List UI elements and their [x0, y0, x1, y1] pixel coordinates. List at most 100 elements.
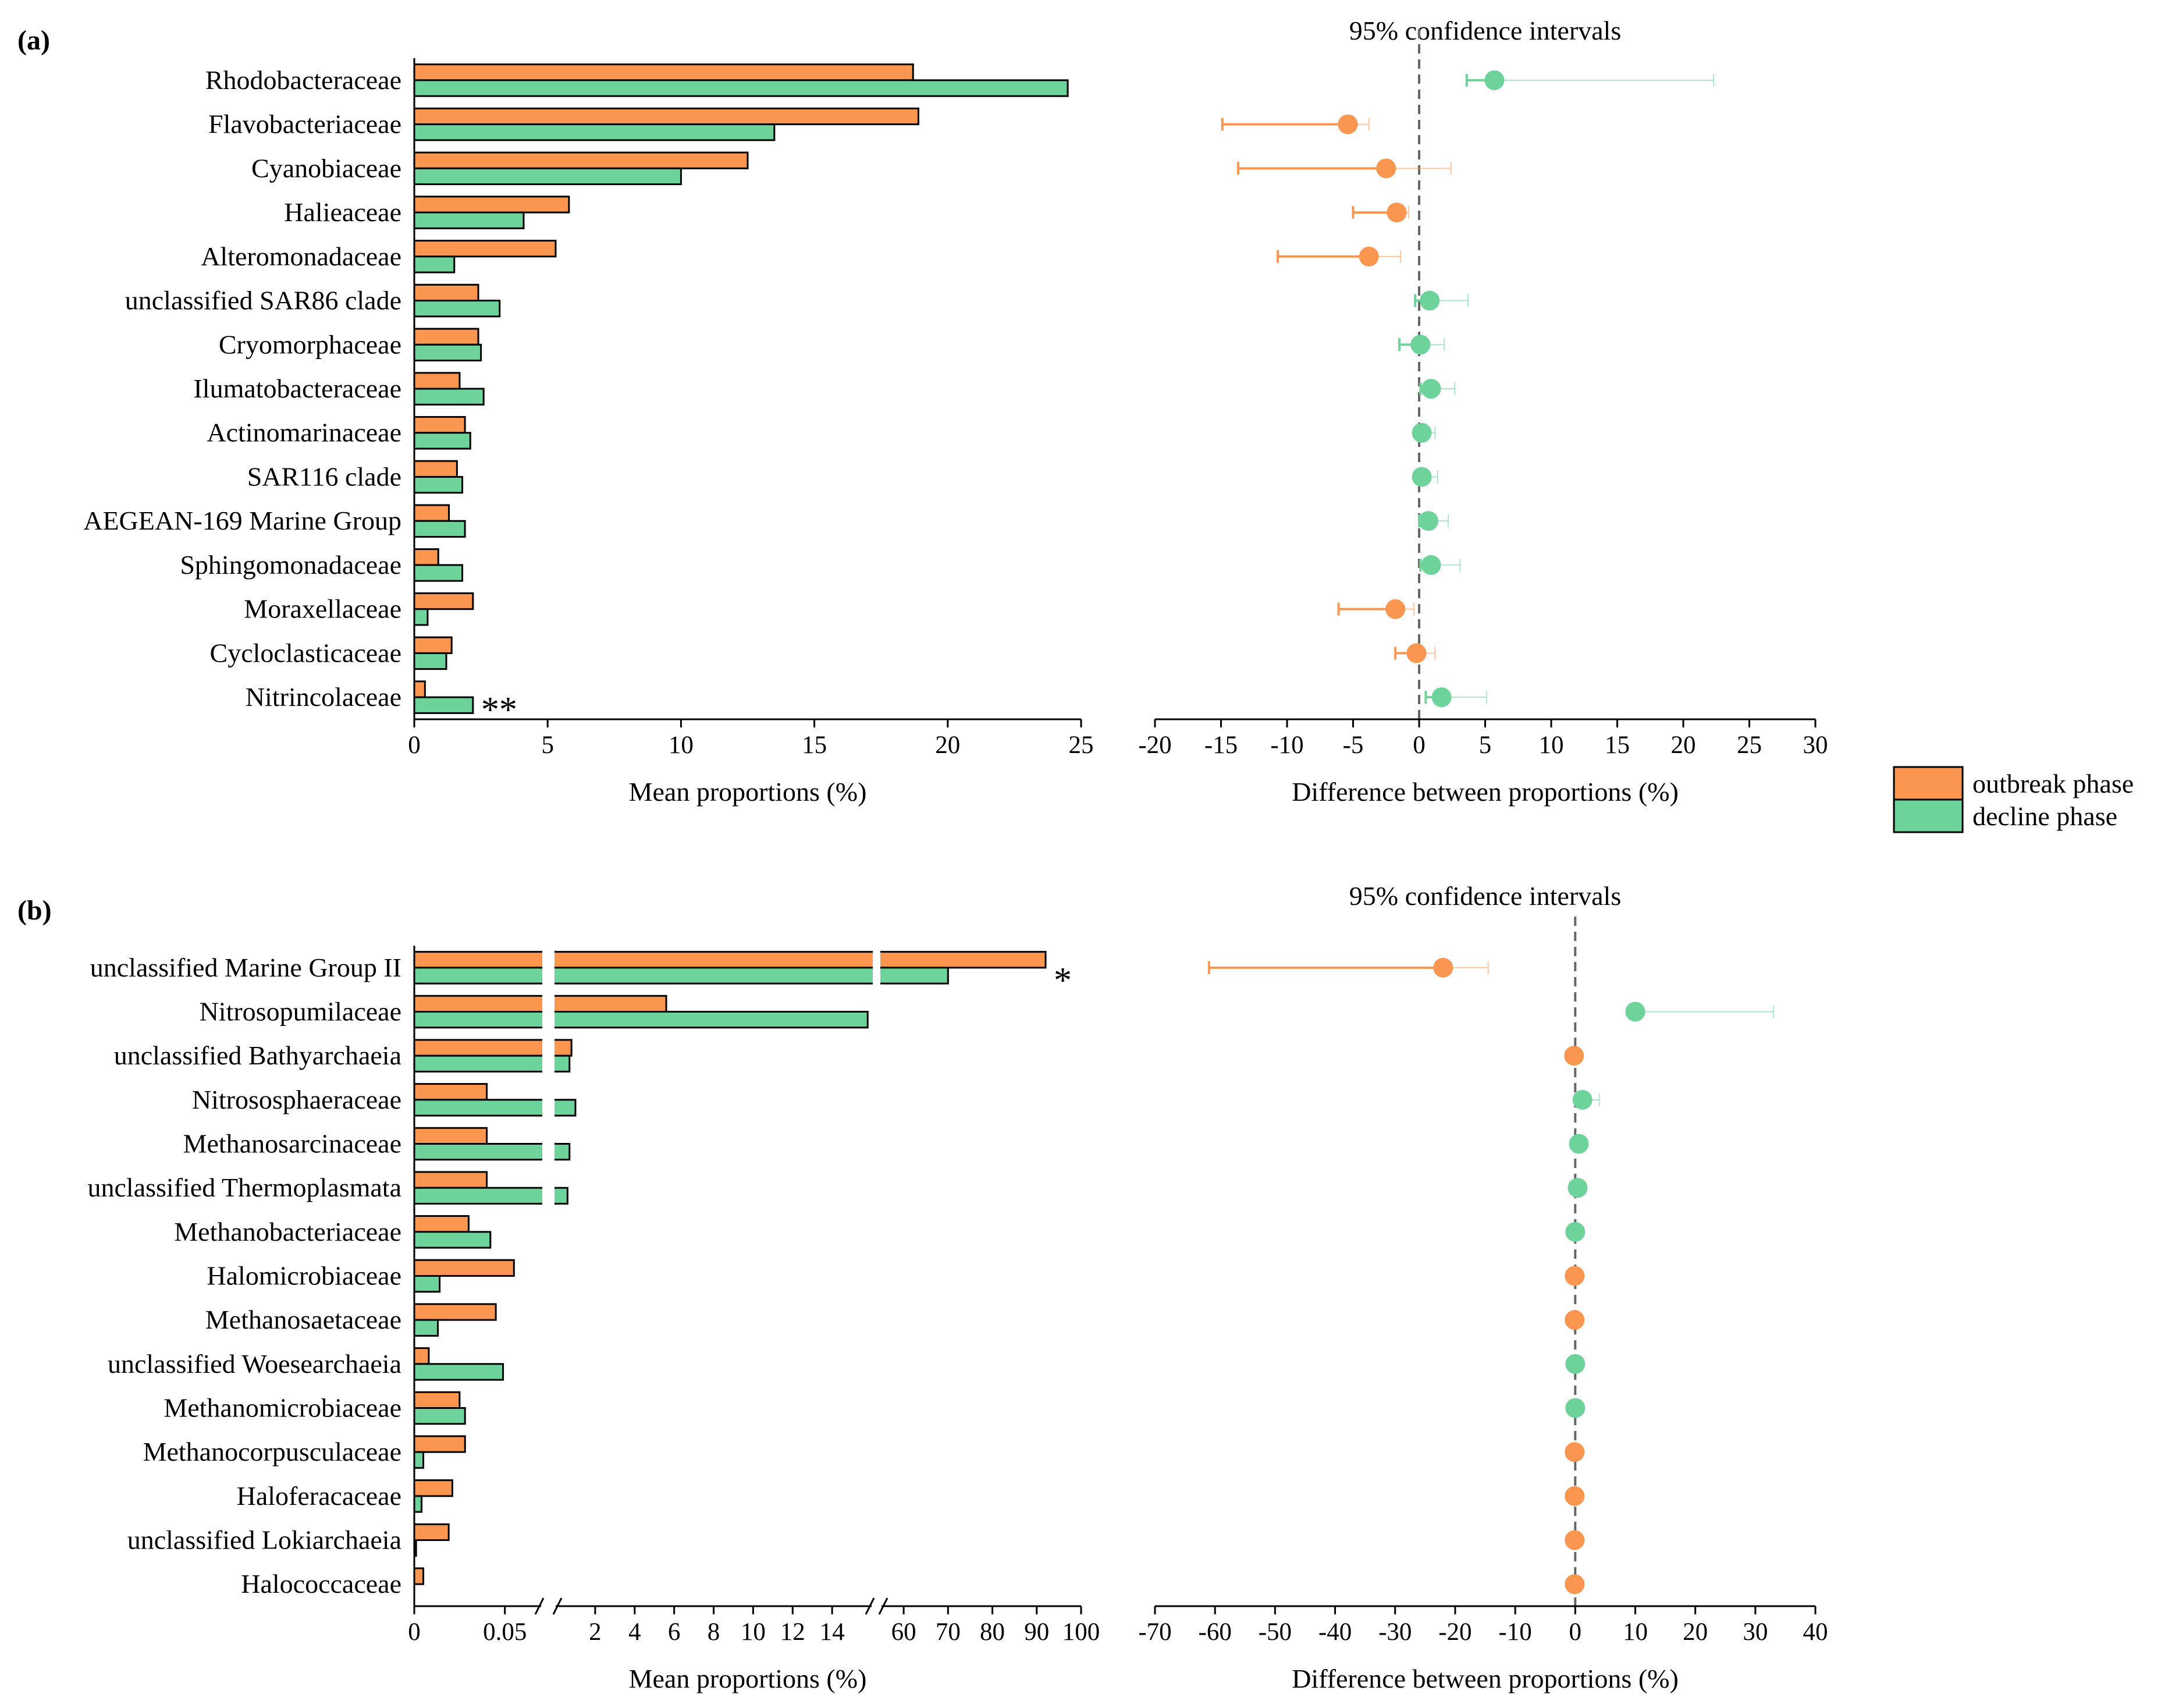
bar-decline-halieaceae — [413, 211, 525, 229]
x-tick-label: -70 — [1138, 1618, 1171, 1646]
legend-label-decline: decline phase — [1972, 801, 2117, 831]
ci-title: 95% confidence intervals — [1349, 16, 1621, 45]
x-tick-label: 40 — [1803, 1618, 1828, 1646]
significance-mark-unclassified-marine-group-ii: * — [1054, 961, 1072, 1000]
x-tick-label: 15 — [1605, 732, 1630, 759]
x-tick-label: 0 — [1413, 732, 1426, 759]
category-label-unclassified-lokiarchaeia: unclassified Lokiarchaeia — [127, 1525, 401, 1555]
panel-a-label: (a) — [17, 25, 50, 56]
bar-outbreak-unclassified-lokiarchaeia — [413, 1523, 450, 1542]
x-tick-label: 6 — [668, 1618, 681, 1646]
ci-point-methanosaetaceae — [1565, 1310, 1585, 1330]
x-tick-label: 4 — [628, 1618, 641, 1646]
bar-outbreak-methanosarcinaceae — [413, 1127, 488, 1145]
ci-title: 95% confidence intervals — [1349, 881, 1621, 911]
x-tick-label: 0.05 — [483, 1618, 527, 1646]
bar-decline-cryomorphaceae — [413, 343, 482, 362]
category-label-halieaceae: Halieaceae — [284, 197, 401, 227]
x-tick-label: 14 — [820, 1618, 845, 1646]
legend-swatch-outbreak — [1893, 766, 1964, 801]
ci-point-unclassified-woesearchaeia — [1565, 1354, 1586, 1374]
ci-point-nitrincolaceae — [1431, 687, 1452, 708]
bar-outbreak-sphingomonadaceae — [413, 548, 439, 566]
ci-point-cyanobiaceae — [1376, 158, 1396, 179]
category-label-sar116-clade: SAR116 clade — [247, 461, 401, 491]
x-tick-label: 10 — [669, 732, 694, 759]
x-tick-label: 20 — [1671, 732, 1696, 759]
bar-decline-cyanobiaceae — [413, 167, 682, 186]
x-tick-label: 0 — [408, 1618, 421, 1646]
category-label-sphingomonadaceae: Sphingomonadaceae — [180, 550, 401, 580]
bar-decline-nitrosopumilaceae — [413, 1011, 869, 1029]
ci-point-alteromonadaceae — [1359, 246, 1379, 267]
bar-decline-cycloclasticaceae — [413, 652, 447, 670]
ci-point-ilumatobacteraceae — [1421, 379, 1441, 399]
ci-point-unclassified-sar86-clade — [1420, 290, 1440, 311]
panel-b-ci-chart: 95% confidence intervals-70 -60 -50 -40 -30-… — [1138, 881, 1828, 1693]
bar-outbreak-cyanobiaceae — [413, 151, 749, 169]
x-tick-label: -20 — [1438, 1618, 1472, 1646]
bar-outbreak-haloferacaceae — [413, 1479, 453, 1497]
x-tick-label: 80 — [980, 1618, 1005, 1646]
x-axis-title: Difference between proportions (%) — [1292, 777, 1679, 807]
axis-break-gap — [873, 946, 880, 1604]
bar-outbreak-aegean-169-marine-group — [413, 504, 450, 522]
bar-decline-methanobacteriaceae — [413, 1231, 492, 1249]
ci-point-moraxellaceae — [1385, 599, 1406, 619]
category-label-methanomicrobiaceae: Methanomicrobiaceae — [164, 1393, 401, 1423]
bar-decline-haloferacaceae — [413, 1495, 422, 1513]
category-label-cyanobiaceae: Cyanobiaceae — [251, 153, 401, 183]
x-tick-label: 10 — [1539, 732, 1564, 759]
bar-outbreak-methanocorpusculaceae — [413, 1435, 466, 1453]
category-label-ilumatobacteraceae: Ilumatobacteraceae — [193, 374, 401, 403]
x-tick-label: -30 — [1378, 1618, 1412, 1646]
axis-break-mark — [552, 1597, 563, 1615]
x-tick-label: 8 — [708, 1618, 720, 1646]
x-tick-label: 0 — [408, 732, 421, 759]
ci-point-halieaceae — [1387, 203, 1407, 223]
category-label-unclassified-bathyarchaeia: unclassified Bathyarchaeia — [114, 1041, 401, 1070]
bar-outbreak-flavobacteriaceae — [413, 107, 919, 126]
category-label-rhodobacteraceae: Rhodobacteraceae — [205, 65, 401, 95]
bar-decline-unclassified-sar86-clade — [413, 300, 501, 318]
category-label-nitrosopumilaceae: Nitrosopumilaceae — [200, 997, 401, 1027]
bar-decline-unclassified-woesearchaeia — [413, 1363, 504, 1381]
panel-b-bar-chart: unclassified Marine Group II Nitrosopumil… — [88, 946, 1100, 1693]
bar-outbreak-cycloclasticaceae — [413, 636, 453, 654]
bar-outbreak-unclassified-sar86-clade — [413, 283, 479, 302]
bar-decline-actinomarinaceae — [413, 432, 471, 450]
x-tick-label: -50 — [1259, 1618, 1292, 1646]
ci-point-actinomarinaceae — [1412, 422, 1432, 443]
ci-point-methanocorpusculaceae — [1565, 1442, 1585, 1462]
legend-label-outbreak: outbreak phase — [1972, 769, 2134, 798]
ci-point-nitrosopumilaceae — [1625, 1002, 1645, 1022]
category-label-unclassified-woesearchaeia: unclassified Woesearchaeia — [108, 1349, 401, 1379]
category-label-nitrincolaceae: Nitrincolaceae — [246, 682, 401, 712]
ci-point-unclassified-thermoplasmata — [1568, 1178, 1588, 1198]
panel-b: (b) unclassified Marine Group II Nitrosop… — [17, 881, 1828, 1693]
x-tick-label: -60 — [1199, 1618, 1232, 1646]
bar-decline-aegean-169-marine-group — [413, 520, 466, 538]
bar-outbreak-alteromonadaceae — [413, 240, 557, 258]
category-label-flavobacteriaceae: Flavobacteriaceae — [208, 109, 401, 139]
bar-decline-nitrincolaceae — [413, 696, 474, 714]
bar-decline-moraxellaceae — [413, 608, 429, 626]
ci-point-unclassified-lokiarchaeia — [1565, 1530, 1585, 1550]
category-label-actinomarinaceae: Actinomarinaceae — [207, 418, 401, 448]
category-label-moraxellaceae: Moraxellaceae — [244, 594, 401, 624]
x-tick-label: 25 — [1069, 732, 1094, 759]
category-label-methanosarcinaceae: Methanosarcinaceae — [183, 1129, 401, 1159]
bar-decline-halomicrobiaceae — [413, 1275, 441, 1293]
axis-break-mark — [878, 1597, 888, 1615]
x-tick-label: -20 — [1138, 732, 1171, 759]
category-label-methanosaetaceae: Methanosaetaceae — [205, 1305, 401, 1334]
x-tick-label: 60 — [891, 1618, 916, 1646]
axis-break-mark — [865, 1597, 875, 1615]
bar-outbreak-unclassified-woesearchaeia — [413, 1347, 430, 1365]
bar-outbreak-nitrosopumilaceae — [413, 995, 667, 1013]
x-tick-label: 70 — [936, 1618, 961, 1646]
x-tick-label: -10 — [1498, 1618, 1531, 1646]
x-tick-label: 2 — [589, 1618, 602, 1646]
category-label-aegean-169-marine-group: AEGEAN-169 Marine Group — [83, 506, 401, 535]
